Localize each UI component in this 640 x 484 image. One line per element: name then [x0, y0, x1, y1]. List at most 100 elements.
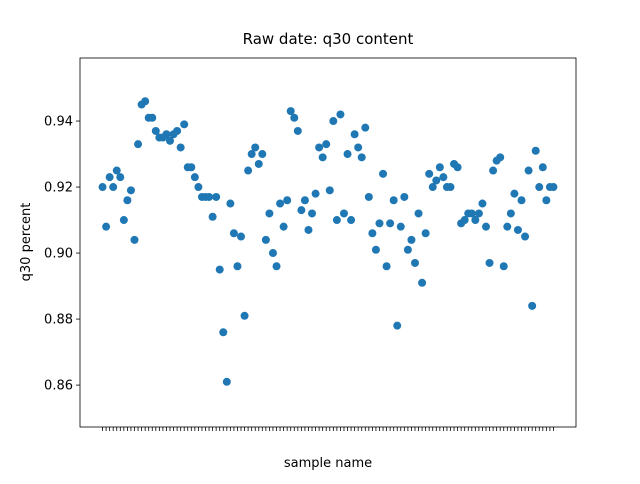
point [286, 107, 295, 116]
point [357, 153, 366, 162]
point [116, 173, 125, 182]
point [432, 176, 441, 185]
point [354, 143, 363, 152]
point [279, 222, 288, 231]
point [119, 216, 128, 225]
point [446, 183, 455, 192]
point [343, 150, 352, 159]
point [173, 126, 182, 135]
point [528, 301, 537, 310]
point [538, 163, 547, 172]
point [265, 209, 274, 218]
point [190, 173, 199, 182]
point [336, 110, 345, 119]
point [205, 192, 214, 201]
point [134, 140, 143, 149]
point [126, 186, 135, 195]
point [176, 143, 185, 152]
point [215, 265, 224, 274]
point [393, 321, 402, 330]
x-axis-label: sample name [284, 456, 372, 471]
point [222, 377, 231, 386]
point [481, 222, 490, 231]
point [549, 183, 558, 192]
point [375, 219, 384, 228]
point [371, 245, 380, 254]
point [524, 166, 533, 175]
point [364, 192, 373, 201]
point [105, 173, 114, 182]
point [272, 262, 281, 271]
point [311, 189, 320, 198]
point [531, 146, 540, 155]
point [418, 278, 427, 287]
point [300, 196, 309, 205]
point [240, 311, 249, 320]
point [361, 123, 370, 132]
point [315, 143, 324, 152]
point [350, 130, 359, 139]
point [368, 229, 377, 238]
point [151, 126, 160, 135]
point [425, 169, 434, 178]
plot-frame [79, 57, 577, 428]
point [517, 196, 526, 205]
point [304, 225, 313, 234]
point [148, 113, 157, 122]
y-tick-label: 0.88 [44, 313, 73, 328]
point [308, 209, 317, 218]
point [325, 186, 334, 195]
point [347, 216, 356, 225]
y-tick-label: 0.86 [44, 379, 73, 394]
point [254, 159, 263, 168]
point [141, 97, 150, 106]
point [503, 222, 512, 231]
y-axis-label: q30 percent [19, 203, 34, 282]
point [435, 163, 444, 172]
point [489, 166, 498, 175]
point [460, 216, 469, 225]
point [318, 153, 327, 162]
point [386, 219, 395, 228]
point [403, 245, 412, 254]
y-tick-label: 0.94 [44, 115, 73, 130]
point [297, 206, 306, 215]
point [180, 120, 189, 129]
point [521, 232, 530, 241]
point [379, 169, 388, 178]
point [428, 183, 437, 192]
point [396, 222, 405, 231]
y-tick-label: 0.92 [44, 181, 73, 196]
point [506, 209, 515, 218]
point [237, 232, 246, 241]
point [322, 140, 331, 149]
point [329, 117, 338, 126]
point [382, 262, 391, 271]
point [542, 196, 551, 205]
point [290, 113, 299, 122]
point [112, 166, 121, 175]
point [187, 163, 196, 172]
point [247, 150, 256, 159]
point [439, 173, 448, 182]
point [410, 258, 419, 267]
point [513, 225, 522, 234]
point [109, 183, 118, 192]
point [471, 216, 480, 225]
point [400, 192, 409, 201]
point [332, 216, 341, 225]
point [467, 209, 476, 218]
point [208, 212, 217, 221]
point [478, 199, 487, 208]
point [226, 199, 235, 208]
point [510, 189, 519, 198]
point [496, 153, 505, 162]
point [162, 130, 171, 139]
point [407, 235, 416, 244]
point [229, 229, 238, 238]
point [268, 249, 277, 258]
point [389, 196, 398, 205]
